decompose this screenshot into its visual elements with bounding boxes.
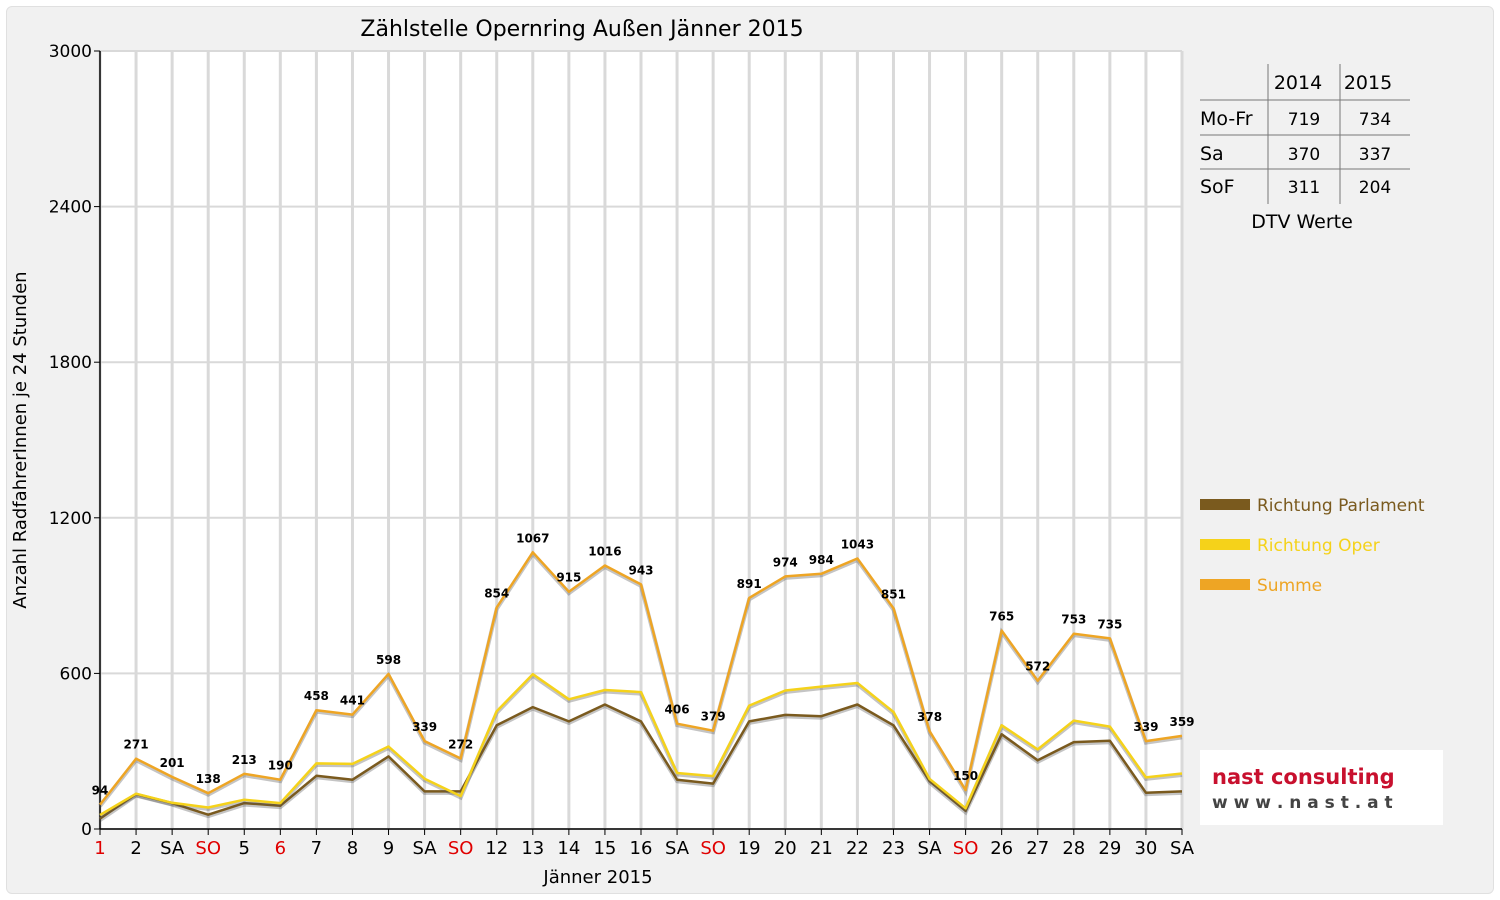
data-label: 598 bbox=[376, 653, 401, 667]
data-label: 943 bbox=[628, 563, 653, 577]
data-label: 915 bbox=[556, 571, 581, 585]
y-tick-label: 600 bbox=[60, 664, 92, 684]
data-label: 572 bbox=[1025, 660, 1050, 674]
data-label: 190 bbox=[268, 759, 293, 773]
dtv-table: 2014 2015 Mo-Fr 719 734 Sa 370 337 SoF 3… bbox=[1200, 64, 1410, 233]
legend-label-summe: Summe bbox=[1257, 576, 1322, 596]
nast-consulting-logo: nast consulting w w w . n a s t . a t bbox=[1200, 750, 1443, 825]
data-label: 1043 bbox=[841, 538, 874, 552]
dtv-cell: 204 bbox=[1359, 178, 1391, 198]
y-tick-label: 1800 bbox=[49, 353, 92, 373]
logo-text: nast consulting bbox=[1212, 765, 1395, 789]
dtv-header-2014: 2014 bbox=[1274, 72, 1322, 94]
x-tick-label: 16 bbox=[630, 838, 653, 859]
data-label: 854 bbox=[484, 587, 509, 601]
data-label: 891 bbox=[737, 577, 762, 591]
x-tick-label: 20 bbox=[774, 838, 797, 859]
x-tick-label: 27 bbox=[1026, 838, 1049, 859]
dtv-cell: 337 bbox=[1359, 145, 1391, 165]
dtv-row-label: SoF bbox=[1200, 176, 1235, 198]
data-label: 441 bbox=[340, 694, 365, 708]
x-tick-label: 26 bbox=[990, 838, 1013, 859]
dtv-cell: 719 bbox=[1288, 110, 1320, 130]
data-label: 138 bbox=[196, 772, 221, 786]
legend: Richtung Parlament Richtung Oper Summe bbox=[1200, 496, 1425, 596]
x-tick-label: 9 bbox=[383, 838, 394, 859]
x-tick-label: 2 bbox=[130, 838, 141, 859]
data-label: 765 bbox=[989, 610, 1014, 624]
data-label: 150 bbox=[953, 769, 978, 783]
x-tick-label: 29 bbox=[1098, 838, 1121, 859]
x-tick-label: 21 bbox=[810, 838, 833, 859]
x-tick-label: 7 bbox=[311, 838, 322, 859]
legend-swatch-oper bbox=[1200, 539, 1250, 550]
y-tick-label: 2400 bbox=[49, 198, 92, 218]
dtv-row-label: Mo-Fr bbox=[1200, 108, 1253, 130]
x-tick-label: 23 bbox=[882, 838, 905, 859]
dtv-header-2015: 2015 bbox=[1344, 72, 1392, 94]
data-label: 339 bbox=[412, 720, 437, 734]
x-tick-label: SO bbox=[195, 838, 221, 859]
y-tick-label: 1200 bbox=[49, 509, 92, 529]
legend-label-parlament: Richtung Parlament bbox=[1257, 496, 1425, 516]
x-tick-label: SA bbox=[160, 838, 185, 859]
x-tick-label: 22 bbox=[846, 838, 869, 859]
y-tick-label: 3000 bbox=[49, 42, 92, 62]
dtv-row-label: Sa bbox=[1200, 143, 1224, 165]
x-tick-label: 1 bbox=[94, 838, 105, 859]
data-label: 458 bbox=[304, 689, 329, 703]
dtv-cell: 311 bbox=[1288, 178, 1320, 198]
x-tick-label: 15 bbox=[593, 838, 616, 859]
data-label: 201 bbox=[160, 756, 185, 770]
data-label: 984 bbox=[809, 553, 834, 567]
x-tick-label: 5 bbox=[239, 838, 250, 859]
data-label: 271 bbox=[124, 738, 149, 752]
x-tick-label: 30 bbox=[1134, 838, 1157, 859]
chart-title: Zählstelle Opernring Außen Jänner 2015 bbox=[360, 17, 803, 42]
dtv-cell: 370 bbox=[1288, 145, 1320, 165]
y-axis-title: Anzahl RadfahrerInnen je 24 Stunden bbox=[10, 271, 31, 608]
data-label: 359 bbox=[1169, 715, 1194, 729]
x-tick-label: SA bbox=[665, 838, 690, 859]
x-tick-label: SO bbox=[700, 838, 726, 859]
x-axis-title: Jänner 2015 bbox=[542, 867, 652, 888]
dtv-caption: DTV Werte bbox=[1251, 211, 1353, 233]
data-label: 379 bbox=[701, 710, 726, 724]
data-label: 735 bbox=[1097, 617, 1122, 631]
logo-url: w w w . n a s t . a t bbox=[1212, 793, 1393, 813]
data-label: 272 bbox=[448, 737, 473, 751]
series-line-summe bbox=[99, 551, 1183, 806]
data-label: 851 bbox=[881, 587, 906, 601]
legend-swatch-parlament bbox=[1200, 499, 1250, 510]
dtv-cell: 734 bbox=[1359, 110, 1391, 130]
x-tick-label: 6 bbox=[275, 838, 286, 859]
x-tick-label: SO bbox=[953, 838, 979, 859]
data-label: 1067 bbox=[516, 531, 549, 545]
x-tick-label: SA bbox=[413, 838, 438, 859]
x-tick-label: SA bbox=[1170, 838, 1195, 859]
x-tick-label: SO bbox=[448, 838, 474, 859]
series-line-richtung-oper bbox=[99, 672, 1183, 817]
data-label: 1016 bbox=[588, 545, 621, 559]
legend-label-oper: Richtung Oper bbox=[1257, 536, 1380, 556]
data-label: 339 bbox=[1133, 720, 1158, 734]
y-tick-label: 0 bbox=[81, 820, 92, 840]
x-tick-label: 8 bbox=[347, 838, 358, 859]
data-label: 974 bbox=[773, 555, 798, 569]
data-label: 406 bbox=[665, 703, 690, 717]
x-tick-label: 12 bbox=[485, 838, 508, 859]
data-label: 753 bbox=[1061, 613, 1086, 627]
data-label: 378 bbox=[917, 710, 942, 724]
legend-swatch-summe bbox=[1200, 579, 1250, 590]
x-tick-label: 13 bbox=[521, 838, 544, 859]
x-tick-label: SA bbox=[917, 838, 942, 859]
data-label: 213 bbox=[232, 753, 257, 767]
data-label: 94 bbox=[92, 784, 109, 798]
x-tick-label: 19 bbox=[738, 838, 761, 859]
x-tick-label: 28 bbox=[1062, 838, 1085, 859]
x-tick-label: 14 bbox=[557, 838, 580, 859]
series-line-richtung-parlament bbox=[99, 703, 1183, 820]
